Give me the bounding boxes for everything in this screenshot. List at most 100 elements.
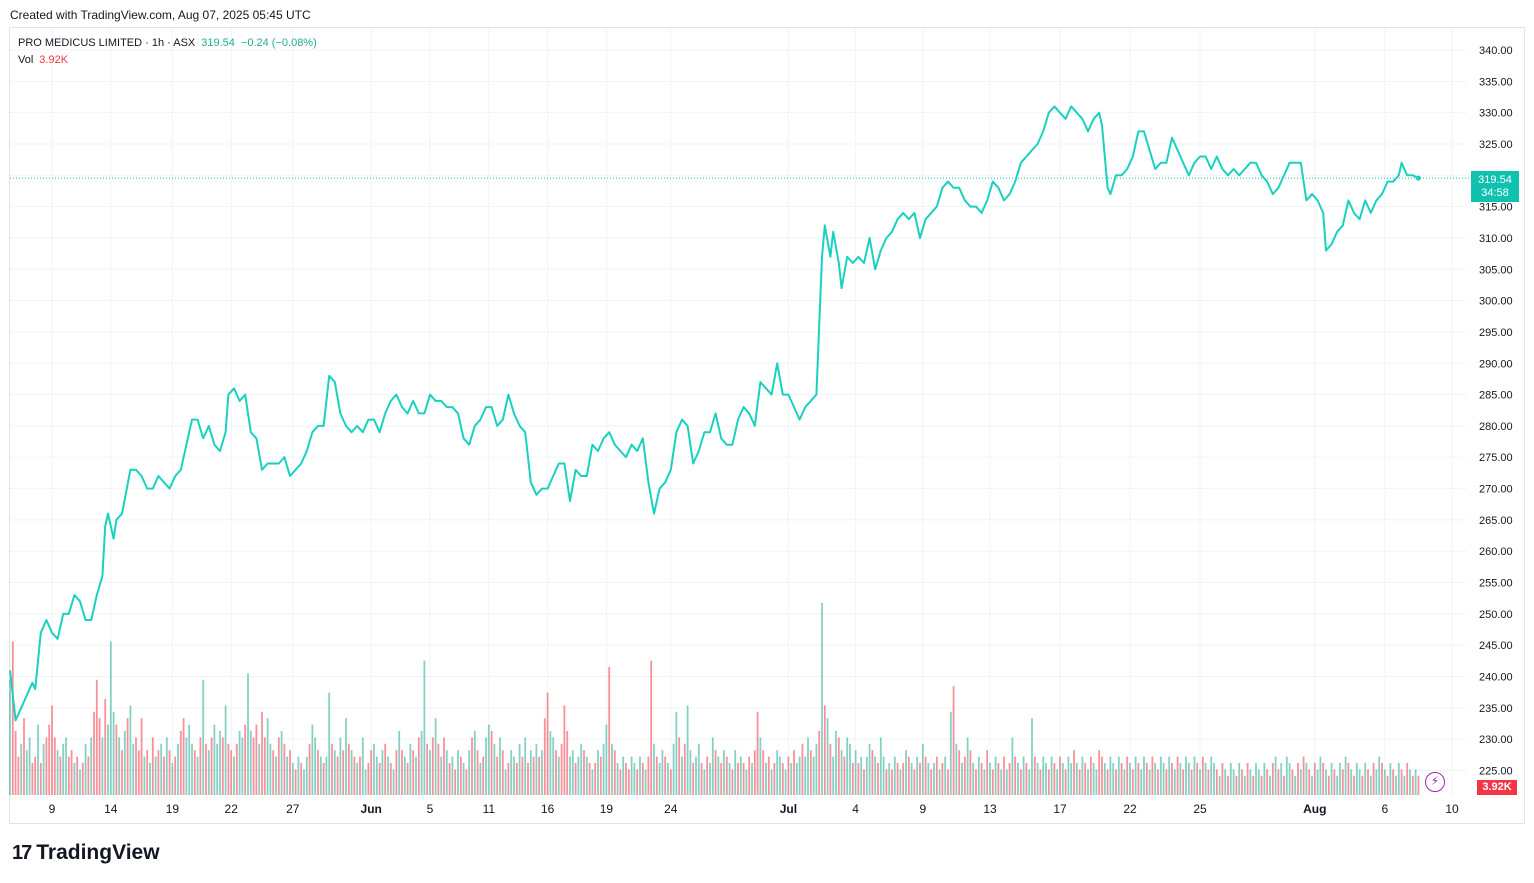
volume-bar: [725, 756, 728, 795]
volume-bar: [748, 756, 751, 795]
volume-bar: [322, 763, 325, 795]
volume-bar: [1201, 756, 1204, 795]
volume-bar: [529, 750, 532, 795]
volume-bar: [1397, 763, 1400, 795]
volume-bar: [930, 769, 933, 795]
volume-bar: [1095, 769, 1098, 795]
volume-bar: [546, 692, 549, 795]
volume-bar: [891, 769, 893, 795]
volume-bar: [325, 756, 328, 795]
volume-bar: [1414, 769, 1417, 795]
volume-bar: [1224, 769, 1227, 795]
volume-bar: [426, 743, 429, 795]
volume-bar: [1383, 769, 1386, 795]
volume-bar: [1339, 763, 1341, 795]
volume-bar: [308, 743, 311, 795]
tradingview-logo[interactable]: 17 TradingView: [12, 841, 160, 865]
volume-bar: [291, 763, 294, 795]
x-tick-label: 10: [1445, 802, 1459, 816]
volume-bar: [487, 724, 490, 795]
volume-bar: [224, 705, 227, 795]
y-tick-label: 300.00: [1479, 296, 1513, 308]
lightning-icon[interactable]: ⚡: [1425, 772, 1445, 792]
volume-bar: [1173, 769, 1176, 795]
volume-bar: [62, 743, 65, 795]
volume-bar: [851, 763, 854, 795]
volume-bar: [1367, 769, 1369, 795]
volume-bar: [84, 743, 87, 795]
volume-bar: [417, 737, 420, 795]
volume-bar: [1319, 756, 1322, 795]
volume-bar: [1101, 756, 1103, 795]
y-tick-label: 285.00: [1479, 390, 1513, 402]
volume-bar: [1036, 763, 1039, 795]
last-price-value: 319.54: [1478, 174, 1512, 186]
volume-bar: [1182, 769, 1185, 795]
volume-bar: [1154, 763, 1157, 795]
volume-bar: [608, 667, 611, 795]
volume-bar: [1381, 763, 1383, 795]
volume-bar: [767, 756, 770, 795]
y-tick-label: 305.00: [1479, 264, 1513, 276]
volume-bar: [1207, 769, 1210, 795]
volume-bar: [669, 769, 672, 795]
volume-bar: [1031, 718, 1033, 795]
legend-price: 319.54: [201, 37, 235, 49]
volume-bar: [597, 750, 599, 795]
vol-label[interactable]: Vol: [18, 54, 34, 66]
volume-bar: [961, 763, 963, 795]
volume-bar: [1165, 769, 1168, 795]
volume-bar: [429, 750, 431, 795]
volume-bar: [1067, 756, 1070, 795]
volume-bar: [723, 750, 725, 795]
volume-bar: [333, 750, 336, 795]
volume-bar: [807, 737, 809, 795]
volume-bar: [1176, 756, 1179, 795]
volume-bar: [233, 756, 235, 795]
volume-bar: [933, 763, 935, 795]
volume-bar: [672, 743, 675, 795]
volume-bar: [770, 769, 773, 795]
volume-bar: [1221, 763, 1224, 795]
tradingview-logo-text: TradingView: [36, 841, 160, 864]
volume-bar: [633, 763, 636, 795]
volume-bar: [23, 718, 25, 795]
volume-bar: [14, 731, 17, 795]
volume-bar: [779, 756, 781, 795]
volume-bar: [798, 756, 801, 795]
volume-bar: [398, 731, 401, 795]
volume-bar: [151, 737, 154, 795]
volume-bar: [1157, 769, 1159, 795]
volume-bar: [1179, 763, 1182, 795]
volume-bar: [865, 756, 868, 795]
volume-bar: [664, 756, 667, 795]
volume-bar: [65, 737, 67, 795]
volume-bar: [135, 737, 137, 795]
volume-bar: [809, 750, 812, 795]
symbol-label[interactable]: PRO MEDICUS LIMITED · 1h · ASX: [18, 37, 196, 49]
volume-bar: [468, 750, 471, 795]
volume-bar: [1249, 769, 1252, 795]
volume-bar: [1042, 756, 1045, 795]
last-price-tag: 319.54 34:58: [1471, 171, 1519, 202]
volume-bar: [994, 756, 997, 795]
volume-bar: [1347, 763, 1350, 795]
volume-bar: [1395, 775, 1397, 795]
volume-bar: [653, 743, 655, 795]
volume-bar: [370, 750, 373, 795]
legend-symbol-row: PRO MEDICUS LIMITED · 1h · ASX 319.54 −0…: [18, 35, 317, 52]
volume-bar: [93, 711, 95, 795]
volume-bar: [319, 756, 322, 795]
volume-bar: [1106, 769, 1109, 795]
x-tick-label: 22: [225, 802, 239, 816]
volume-bar: [1285, 756, 1288, 795]
volume-bar: [381, 750, 384, 795]
volume-bar: [1232, 769, 1235, 795]
volume-bar: [459, 756, 462, 795]
vol-value: 3.92K: [39, 54, 69, 66]
volume-bar: [51, 705, 53, 795]
volume-bar: [238, 731, 241, 795]
volume-bar: [353, 756, 356, 795]
volume-bar: [1089, 756, 1092, 795]
